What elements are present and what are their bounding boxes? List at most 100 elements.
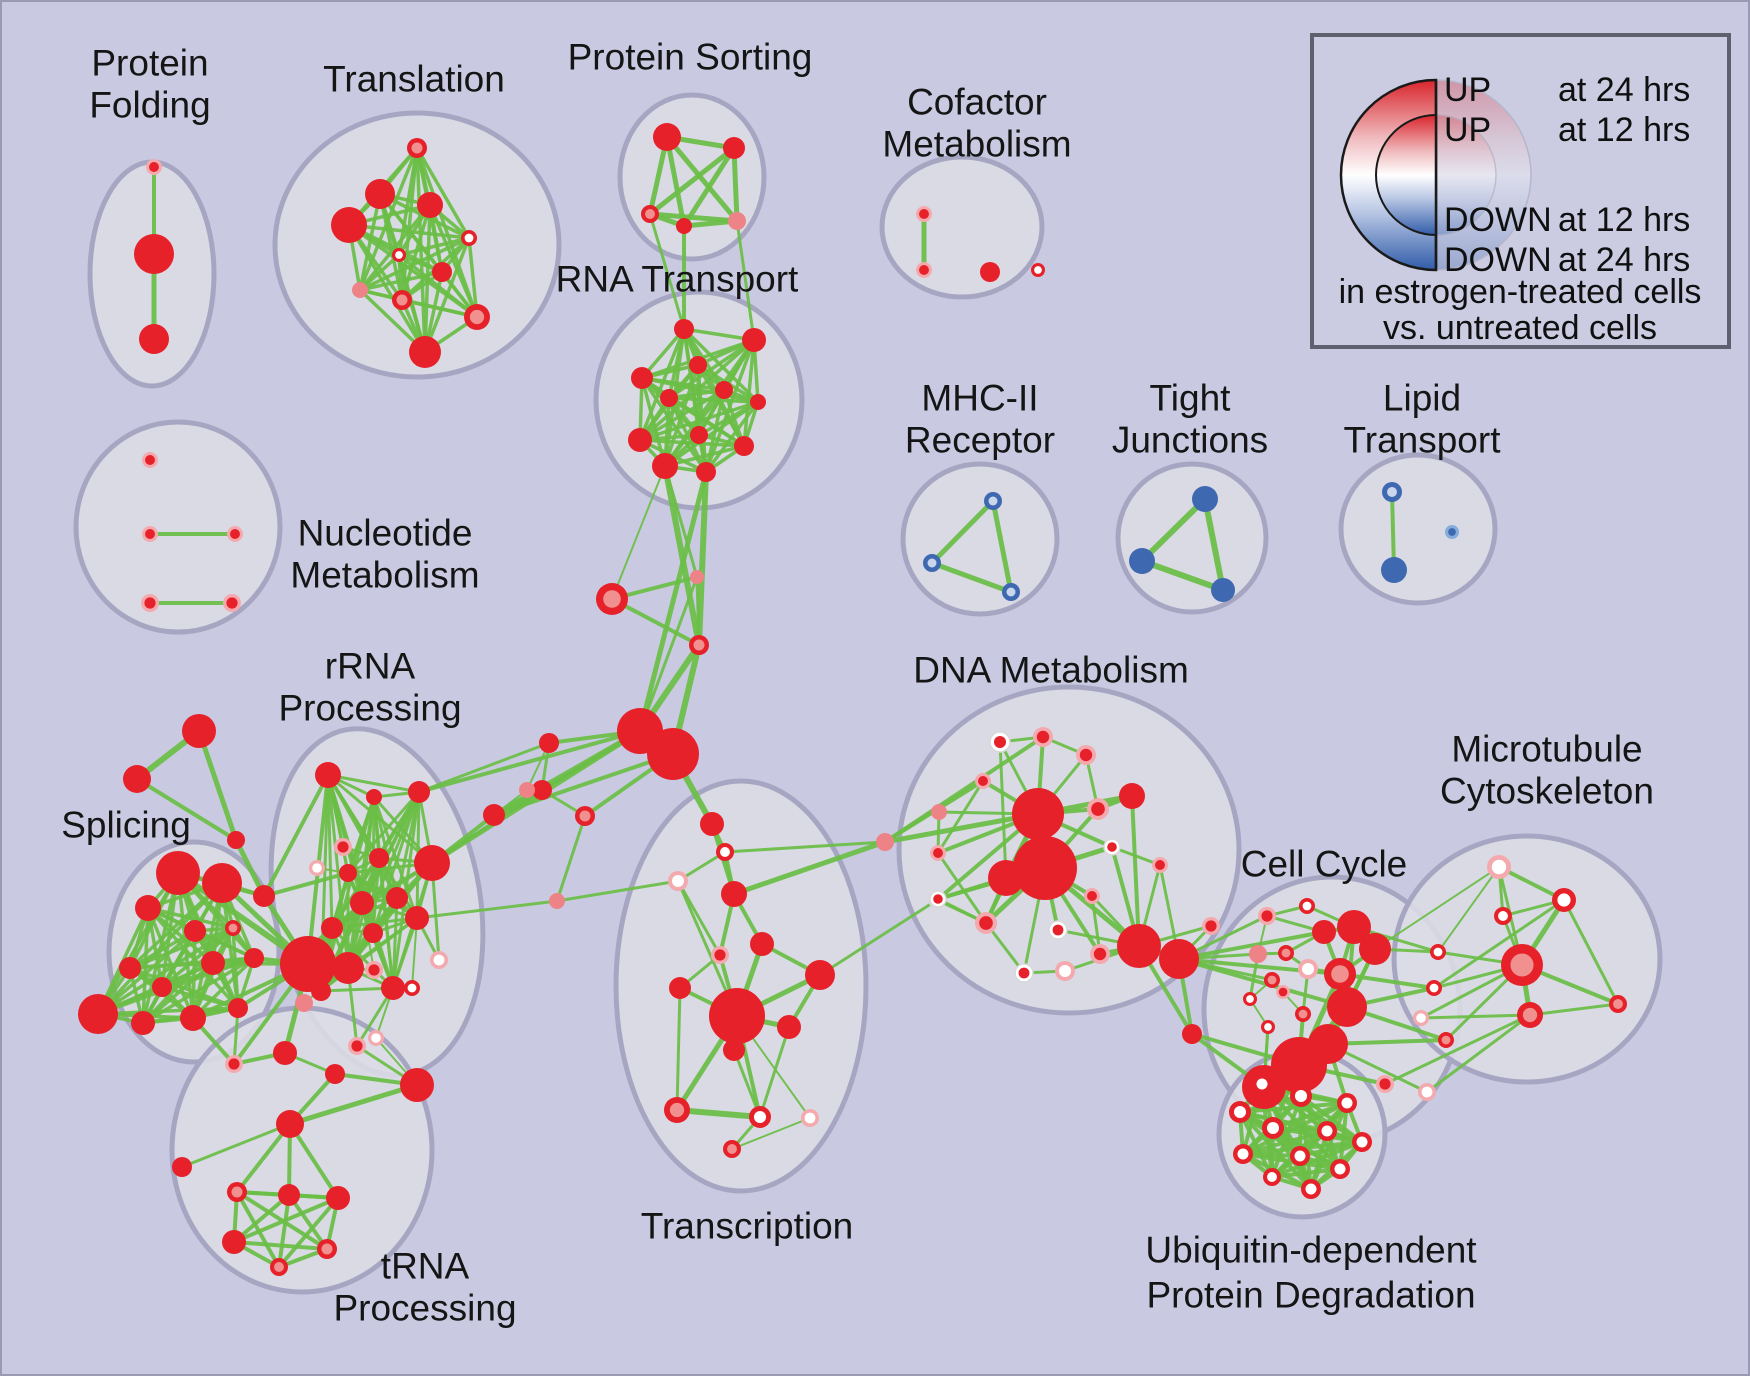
gene-node bbox=[292, 943, 312, 963]
edge bbox=[96, 926, 235, 1016]
gene-node bbox=[348, 1037, 366, 1055]
edge bbox=[638, 388, 726, 442]
legend-down-24-time: at 24 hrs bbox=[1558, 241, 1690, 279]
legend-note-line2: vs. untreated cells bbox=[1383, 309, 1657, 347]
edge bbox=[235, 1122, 292, 1194]
edge bbox=[1383, 1013, 1532, 1086]
gene-node bbox=[1076, 745, 1096, 765]
cluster-label-ubiquitin-dependent-protein-degradation: Ubiquitin-dependent bbox=[1145, 1230, 1477, 1271]
gene-node bbox=[539, 733, 559, 753]
gene-node bbox=[78, 994, 118, 1034]
gene-node bbox=[222, 1230, 246, 1254]
gene-node bbox=[432, 262, 452, 282]
gene-node bbox=[690, 570, 704, 584]
gene-node bbox=[631, 367, 653, 389]
cluster-label-trna-processing: Processing bbox=[333, 1288, 516, 1329]
gene-node bbox=[156, 851, 200, 895]
edge bbox=[358, 253, 401, 292]
cluster-label-protein-folding: Protein bbox=[91, 43, 208, 84]
gene-node bbox=[309, 860, 325, 876]
gene-node bbox=[123, 765, 151, 793]
gene-node bbox=[1609, 995, 1627, 1013]
legend-down-24-label: DOWN bbox=[1444, 241, 1552, 279]
gene-node bbox=[1202, 917, 1220, 935]
edge bbox=[467, 236, 479, 319]
gene-node bbox=[1087, 798, 1109, 820]
gene-node bbox=[141, 594, 159, 612]
gene-node bbox=[1033, 727, 1053, 747]
gene-node bbox=[1359, 933, 1391, 965]
legend-up-24-label: UP bbox=[1444, 71, 1491, 109]
gene-node bbox=[135, 895, 161, 921]
edge bbox=[662, 463, 702, 648]
gene-node bbox=[519, 782, 535, 798]
gene-node bbox=[1129, 548, 1155, 574]
gene-node bbox=[1263, 1168, 1281, 1186]
edge bbox=[180, 1122, 292, 1169]
gene-node bbox=[596, 583, 628, 615]
gene-node bbox=[805, 960, 835, 990]
edge bbox=[415, 146, 471, 240]
gene-node bbox=[984, 492, 1002, 510]
gene-node bbox=[1337, 910, 1371, 944]
cluster-cofactor-metabolism bbox=[879, 154, 1045, 300]
gene-node bbox=[315, 762, 341, 788]
edge bbox=[936, 779, 985, 855]
edge bbox=[128, 929, 197, 970]
gene-node bbox=[1014, 963, 1034, 983]
gene-node bbox=[461, 230, 477, 246]
up-down-scale-icon bbox=[1339, 78, 1532, 272]
gene-node bbox=[321, 917, 343, 939]
cluster-label-lipid-transport: Lipid bbox=[1383, 378, 1461, 419]
gene-node bbox=[119, 957, 141, 979]
gene-node bbox=[253, 885, 275, 907]
gene-node bbox=[980, 262, 1000, 282]
gene-node bbox=[1295, 1006, 1311, 1022]
edge bbox=[667, 396, 760, 404]
edge bbox=[611, 465, 666, 600]
edge bbox=[732, 1048, 762, 1119]
edge bbox=[319, 986, 395, 993]
edge bbox=[1241, 1129, 1329, 1156]
gene-node bbox=[728, 212, 746, 230]
gene-node bbox=[721, 881, 747, 907]
cluster-label-transcription: Transcription bbox=[641, 1206, 853, 1247]
gene-node bbox=[1229, 1101, 1251, 1123]
gene-node bbox=[750, 932, 774, 956]
gene-node bbox=[365, 179, 395, 209]
gene-node bbox=[1487, 855, 1511, 879]
legend-note-line1: in estrogen-treated cells bbox=[1339, 273, 1702, 311]
gene-node bbox=[1298, 959, 1318, 979]
gene-node bbox=[182, 714, 216, 748]
edge bbox=[1238, 1101, 1349, 1114]
gene-node bbox=[1381, 557, 1407, 583]
gene-node bbox=[386, 887, 408, 909]
edge bbox=[1177, 957, 1349, 1009]
edge bbox=[191, 929, 197, 1020]
edge bbox=[160, 985, 240, 1010]
gene-node bbox=[408, 781, 430, 803]
edge bbox=[1139, 496, 1208, 564]
edge bbox=[196, 728, 239, 843]
cluster-lipid-transport bbox=[1338, 452, 1498, 606]
cluster-label-translation: Translation bbox=[323, 59, 505, 100]
edge bbox=[1390, 490, 1396, 572]
edge bbox=[681, 145, 737, 229]
gene-node bbox=[334, 838, 352, 856]
gene-node bbox=[1330, 1159, 1350, 1179]
gene-node bbox=[1290, 1085, 1312, 1107]
edge bbox=[262, 773, 330, 898]
edge bbox=[346, 790, 421, 875]
gene-node bbox=[139, 324, 169, 354]
cluster-label-rrna-processing: Processing bbox=[278, 688, 461, 729]
cluster-label-trna-processing: tRNA bbox=[381, 1246, 470, 1287]
gene-node bbox=[352, 282, 368, 298]
edge bbox=[723, 840, 887, 854]
gene-node bbox=[278, 1184, 300, 1206]
gene-node bbox=[1252, 1074, 1272, 1094]
edge bbox=[674, 1107, 763, 1120]
cluster-label-ubiquitin-dependent-protein-degradation: Protein Degradation bbox=[1146, 1275, 1475, 1316]
gene-node bbox=[715, 381, 733, 399]
